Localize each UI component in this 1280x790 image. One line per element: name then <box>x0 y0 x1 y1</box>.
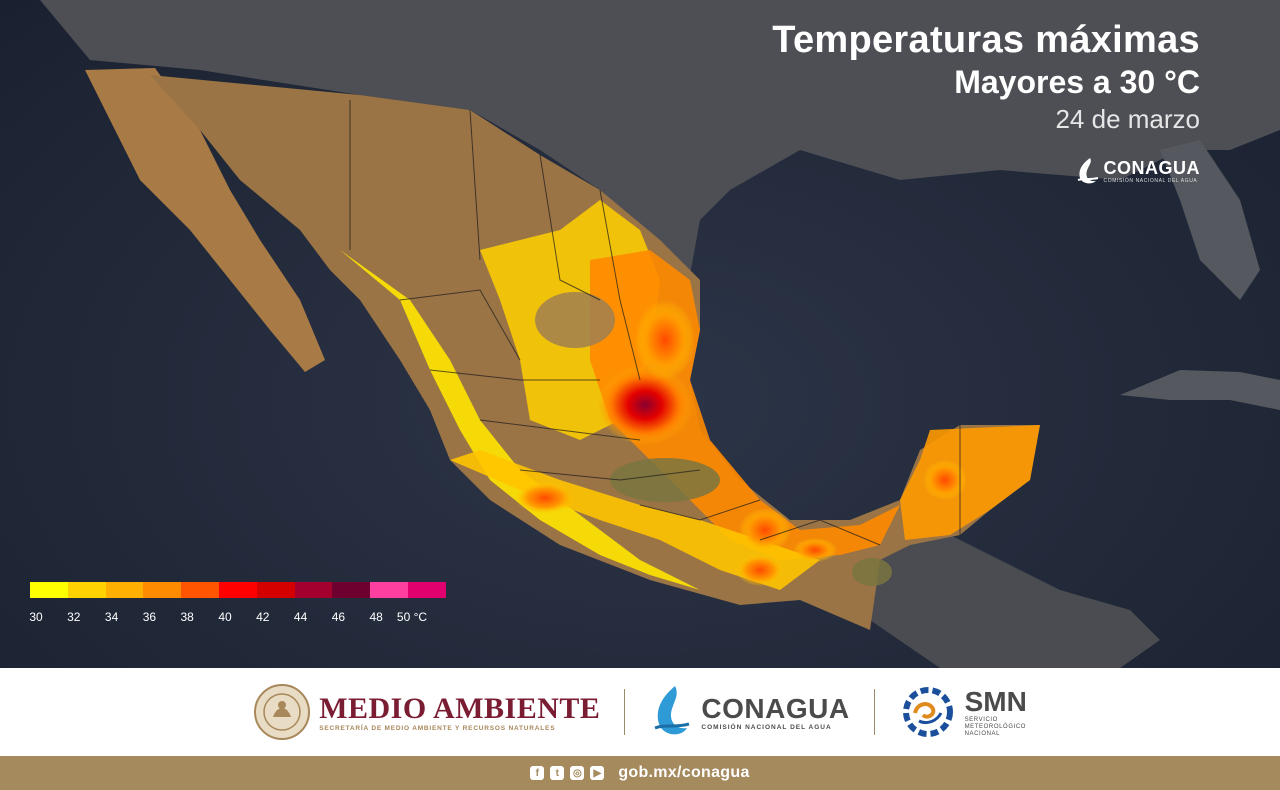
legend-swatch <box>294 582 333 598</box>
twitter-icon[interactable]: t <box>550 766 565 780</box>
legend-labels: 30 32 34 36 38 40 42 44 46 48 50 °C <box>29 610 450 628</box>
instagram-icon[interactable]: ◎ <box>570 766 585 780</box>
highland-zacatecas <box>535 292 615 348</box>
hot-core-huasteca <box>597 365 693 445</box>
facebook-icon[interactable]: f <box>530 766 545 780</box>
cuba-land <box>1120 370 1280 410</box>
map-date: 24 de marzo <box>1055 104 1200 134</box>
site-url[interactable]: gob.mx/conagua <box>618 764 750 781</box>
youtube-icon[interactable]: ▶ <box>590 766 605 780</box>
conagua-drop-icon <box>654 686 690 735</box>
footer-logos: MEDIO AMBIENTE SECRETARÍA DE MEDIO AMBIE… <box>0 668 1280 756</box>
footer-divider <box>873 689 875 735</box>
central-america-land <box>860 530 1160 668</box>
legend-label: 36 <box>142 610 157 624</box>
highland-center <box>610 458 720 502</box>
legend-label: 46 <box>331 610 346 624</box>
legend-label: 30 <box>29 610 43 624</box>
heat-yucatan <box>900 425 1040 540</box>
legend-label: 50 °C <box>396 610 428 624</box>
legend-color-bar <box>30 582 450 598</box>
conagua-wave-icon <box>1077 158 1098 184</box>
legend-swatch <box>256 582 295 598</box>
temperature-map <box>40 0 1280 668</box>
legend-swatch <box>332 582 371 598</box>
legend-label: 42 <box>256 610 270 624</box>
smn-logo[interactable]: SMN SERVICIO METEOROLÓGICO NACIONAL <box>899 685 1027 739</box>
smn-sub: SERVICIO METEOROLÓGICO NACIONAL <box>964 716 1027 737</box>
legend-swatch <box>218 582 257 598</box>
map-title: Temperaturas máximas <box>772 19 1200 61</box>
map-conagua-logo: CONAGUA COMISIÓN NACIONAL DEL AGUA <box>1074 156 1201 186</box>
mexico-seal-icon <box>254 684 311 740</box>
legend-label: 32 <box>67 610 81 624</box>
state-borders <box>349 100 961 546</box>
hot-core-guerrero <box>515 482 575 514</box>
map-logo-sub: COMISIÓN NACIONAL DEL AGUA <box>1103 178 1198 184</box>
conagua-sub: COMISIÓN NACIONAL DEL AGUA <box>701 723 832 731</box>
hot-core-tabasco <box>793 538 837 562</box>
heat-yellow-west <box>340 250 700 590</box>
map-panel: Temperaturas máximas Mayores a 30 °C 24 … <box>0 0 1280 668</box>
hot-core-oaxaca <box>739 508 791 552</box>
conagua-logo[interactable]: CONAGUA COMISIÓN NACIONAL DEL AGUA <box>649 684 849 740</box>
bottom-bar: f t ◎ ▶ gob.mx/conagua <box>0 756 1280 790</box>
legend-label: 48 <box>369 610 383 624</box>
highland-chiapas <box>852 558 892 586</box>
florida-land <box>1160 140 1260 300</box>
legend-label: 44 <box>293 610 308 624</box>
legend-swatch <box>143 582 182 598</box>
legend-swatch <box>30 582 68 598</box>
legend-swatch <box>407 582 446 598</box>
hot-core-yucatan <box>923 460 967 500</box>
legend-swatch <box>105 582 144 598</box>
legend-label: 40 <box>218 610 232 624</box>
hot-core-istmo <box>736 554 784 586</box>
conagua-name: CONAGUA <box>701 692 850 724</box>
medio-ambiente-logo[interactable]: MEDIO AMBIENTE SECRETARÍA DE MEDIO AMBIE… <box>253 683 600 741</box>
medio-ambiente-sub: SECRETARÍA DE MEDIO AMBIENTE Y RECURSOS … <box>319 724 556 732</box>
legend-swatch <box>67 582 106 598</box>
footer-divider <box>624 689 626 735</box>
usa-land <box>40 0 1280 275</box>
map-logo-name: CONAGUA <box>1103 158 1200 178</box>
legend-swatch <box>181 582 219 598</box>
baja-california <box>85 68 325 372</box>
smn-name: SMN <box>964 685 1027 717</box>
map-subtitle: Mayores a 30 °C <box>954 64 1200 100</box>
map-title-block: Temperaturas máximas Mayores a 30 °C 24 … <box>772 18 1200 136</box>
medio-ambiente-name: MEDIO AMBIENTE <box>319 691 601 725</box>
legend-label: 34 <box>104 610 119 624</box>
legend-swatch <box>370 582 408 598</box>
hot-core-tamaulipas <box>635 300 695 380</box>
temperature-legend: 30 32 34 36 38 40 42 44 46 48 50 °C <box>29 582 450 628</box>
legend-label: 38 <box>180 610 194 624</box>
smn-gear-icon <box>902 687 953 737</box>
